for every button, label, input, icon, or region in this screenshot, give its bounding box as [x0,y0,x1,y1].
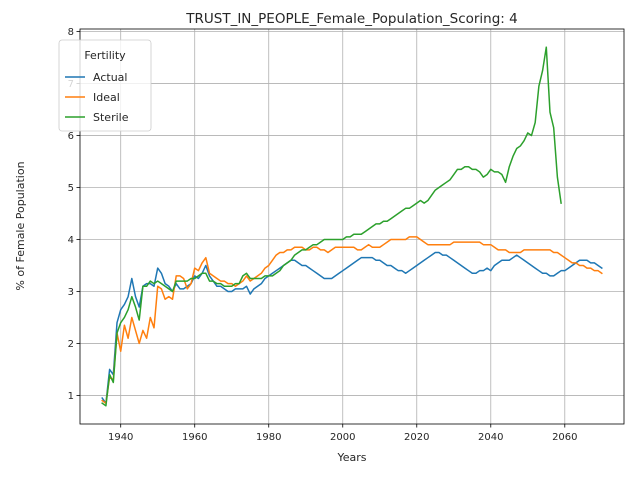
y-tick-label: 5 [68,183,74,194]
legend-entries: Actual Ideal Sterile [65,71,129,124]
x-tick-label: 2040 [478,432,503,443]
legend-box [58,39,152,132]
legend: Fertility Actual Ideal Sterile [58,39,152,132]
y-tick-label: 2 [68,339,74,350]
y-tick-label: 6 [68,131,74,142]
x-tick-label: 2060 [552,432,577,443]
y-tick-label: 8 [68,27,74,38]
x-tick-label: 1940 [108,432,133,443]
series-layer [101,46,603,407]
y-tick-label: 1 [68,391,74,402]
x-axis-label: Years [336,451,366,464]
x-tick-label: 1960 [182,432,207,443]
legend-title: Fertility [84,49,126,62]
x-tick-label: 2000 [330,432,355,443]
y-tick-label: 3 [68,287,74,298]
series-line-actual [101,251,603,404]
legend-label-actual: Actual [93,71,127,84]
series-line-ideal [101,236,603,404]
y-axis-label: % of Female Population [14,161,27,290]
series-line-sterile [101,46,562,407]
grid [80,29,624,424]
plot-frame [79,28,625,425]
x-axis-ticks: 1940 1960 1980 2000 2020 2040 2060 [108,424,578,443]
x-tick-label: 1980 [256,432,281,443]
legend-label-ideal: Ideal [93,91,120,104]
chart-title: TRUST_IN_PEOPLE_Female_Population_Scorin… [185,11,518,27]
y-tick-label: 4 [68,235,74,246]
x-tick-label: 2020 [404,432,429,443]
legend-label-sterile: Sterile [93,111,129,124]
